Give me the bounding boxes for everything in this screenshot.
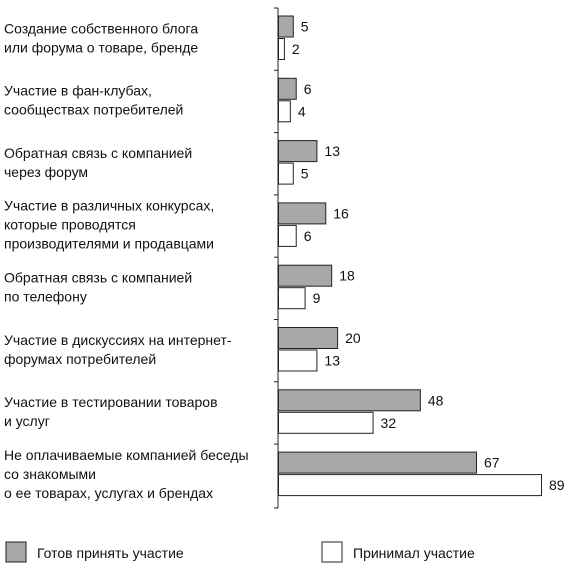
data-label: 5	[301, 166, 309, 182]
bar-ready-to-participate	[278, 15, 294, 38]
category-label-line: Создание собственного блога	[4, 20, 198, 36]
category-label: Участие в фан-клубах, сообществах потреби…	[4, 83, 183, 118]
category-label-line: Участие в фан-клубах,	[4, 83, 152, 99]
bar-participated	[278, 411, 374, 434]
bar-participated	[278, 162, 294, 185]
data-label: 89	[549, 477, 565, 493]
data-label: 18	[339, 268, 355, 284]
bar-participated	[278, 349, 318, 372]
data-label: 20	[345, 330, 361, 346]
category-label: Участие в различных конкурсах, которые пр…	[4, 198, 214, 252]
bar-ready-to-participate	[278, 389, 421, 412]
category-label-line: о ее товарах, услугах и брендах	[4, 485, 213, 501]
bar-participated	[278, 474, 542, 497]
category-label-line: Участие в дискуссиях на интернет-	[4, 332, 232, 348]
category-label: Создание собственного блога или форума о …	[4, 20, 198, 55]
category-label-line: Участие в тестировании товаров	[4, 394, 218, 410]
category-label: Обратная связь с компанией по телефону	[4, 269, 192, 304]
category-label: Участие в дискуссиях на интернет-форумах…	[4, 332, 232, 367]
category-label-line: или форума о товаре, бренде	[4, 39, 198, 55]
legend-swatch-ready	[5, 541, 27, 563]
category-label-line: Обратная связь с компанией	[4, 269, 192, 285]
category-label-line: сообществах потребителей	[4, 102, 183, 118]
category-label-line: Обратная связь с компанией	[4, 145, 192, 161]
category-label-line: производителями и продавцами	[4, 236, 214, 252]
category-label: Участие в тестировании товаров и услуг	[4, 394, 218, 429]
bar-participated	[278, 100, 291, 123]
data-label: 67	[484, 455, 500, 471]
category-label-line: и услуг	[4, 413, 50, 429]
data-label: 4	[298, 103, 306, 119]
data-label: 9	[313, 290, 321, 306]
data-label: 13	[324, 353, 340, 369]
data-label: 13	[324, 143, 340, 159]
category-label-line: Не оплачиваемые компанией беседы	[4, 447, 249, 463]
legend-swatch-participated	[321, 541, 343, 563]
category-label-line: по телефону	[4, 288, 87, 304]
legend-label: Готов принять участие	[37, 545, 184, 561]
data-label: 32	[381, 415, 397, 431]
bar-participated	[278, 38, 285, 60]
data-label: 6	[304, 228, 312, 244]
bar-participated	[278, 287, 306, 310]
bar-participated	[278, 224, 297, 247]
category-label-line: форумах потребителей	[4, 351, 156, 367]
bar-ready-to-participate	[278, 327, 339, 349]
data-label: 48	[428, 392, 444, 408]
category-label-line: со знакомыми	[4, 466, 96, 482]
bar-ready-to-participate	[278, 264, 333, 287]
bar-ready-to-participate	[278, 451, 477, 474]
bar-ready-to-participate	[278, 140, 318, 163]
data-label: 2	[292, 41, 300, 57]
category-label-line: которые проводятся	[4, 217, 136, 233]
category-label-line: Участие в различных конкурсах,	[4, 198, 214, 214]
data-label: 6	[304, 81, 312, 97]
legend-label: Принимал участие	[353, 545, 475, 561]
category-label: Не оплачиваемые компанией беседы со знако…	[4, 447, 249, 501]
bar-ready-to-participate	[278, 202, 327, 225]
category-label: Обратная связь с компанией через форум	[4, 145, 192, 180]
category-label-line: через форум	[4, 164, 88, 180]
data-label: 16	[333, 205, 349, 221]
data-label: 5	[301, 19, 309, 35]
bar-ready-to-participate	[278, 77, 297, 100]
